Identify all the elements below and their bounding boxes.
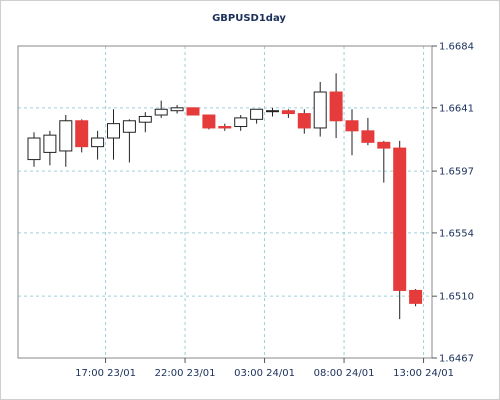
candle <box>154 100 168 118</box>
candle-body-down <box>409 289 423 304</box>
candle-body-up <box>91 137 105 148</box>
candle-body-up <box>27 137 41 161</box>
candle-body-up <box>170 107 184 112</box>
candle-body-up <box>154 108 168 116</box>
candle-body-down <box>393 147 407 291</box>
candle-body-up <box>122 120 136 133</box>
grid-layer <box>18 46 432 358</box>
y-tick-label: 1.6510 <box>439 292 474 303</box>
candle <box>202 114 216 130</box>
y-tick-label: 1.6641 <box>439 103 474 114</box>
y-tick-label: 1.6554 <box>439 228 474 239</box>
x-tick-label: 13:00 24/01 <box>393 368 454 379</box>
candle-body-down <box>186 107 200 116</box>
candle <box>186 107 200 116</box>
candle <box>361 117 375 146</box>
candle-body-up <box>43 134 57 153</box>
candle-body-down <box>281 110 295 115</box>
candle <box>107 109 120 160</box>
candle <box>297 109 311 134</box>
candle <box>281 109 295 118</box>
y-tick-label: 1.6684 <box>439 42 474 53</box>
y-tick-label: 1.6597 <box>439 167 474 178</box>
candle-body-down <box>345 120 359 132</box>
candle-body-down <box>218 126 232 129</box>
candle <box>75 119 89 153</box>
x-tick-label: 03:00 24/01 <box>234 368 295 379</box>
candle <box>329 73 343 139</box>
candle-body-up <box>266 110 279 113</box>
candle <box>122 119 136 163</box>
candle-body-up <box>250 108 264 120</box>
candle-body-down <box>377 141 391 149</box>
candle <box>409 288 423 307</box>
candle <box>377 140 391 183</box>
candle <box>313 81 327 137</box>
candle <box>43 130 57 166</box>
candle-body-up <box>313 91 327 129</box>
candle-body-down <box>329 91 343 122</box>
candle <box>234 115 248 131</box>
candle <box>393 140 407 320</box>
y-tick-label: 1.6467 <box>439 354 474 365</box>
x-axis: 17:00 23/01 22:00 23/01 03:00 24/01 08:00 2… <box>75 358 454 379</box>
candle <box>27 132 41 167</box>
candles-layer <box>27 73 423 320</box>
chart-title: GBPUSD1day <box>212 13 286 24</box>
candle-body-up <box>59 120 73 152</box>
candle <box>266 107 279 117</box>
y-axis: 1.6684 1.6641 1.6597 1.6554 1.6510 1.6467 <box>432 42 474 365</box>
candle <box>250 108 264 124</box>
candle-body-up <box>107 123 120 139</box>
candle <box>170 104 184 114</box>
candle-body-up <box>234 117 248 128</box>
candle-body-down <box>75 120 89 148</box>
candle <box>59 115 73 167</box>
candle <box>345 109 359 156</box>
plot-frame <box>17 45 433 359</box>
candle <box>218 123 232 131</box>
candle-body-down <box>361 130 375 143</box>
x-tick-label: 08:00 24/01 <box>314 368 375 379</box>
candle <box>138 112 152 133</box>
candle-body-up <box>138 115 152 123</box>
x-tick-label: 22:00 23/01 <box>155 368 216 379</box>
candle <box>91 130 105 160</box>
candle-body-down <box>297 113 311 129</box>
candle-body-down <box>202 114 216 129</box>
x-tick-label: 17:00 23/01 <box>75 368 136 379</box>
